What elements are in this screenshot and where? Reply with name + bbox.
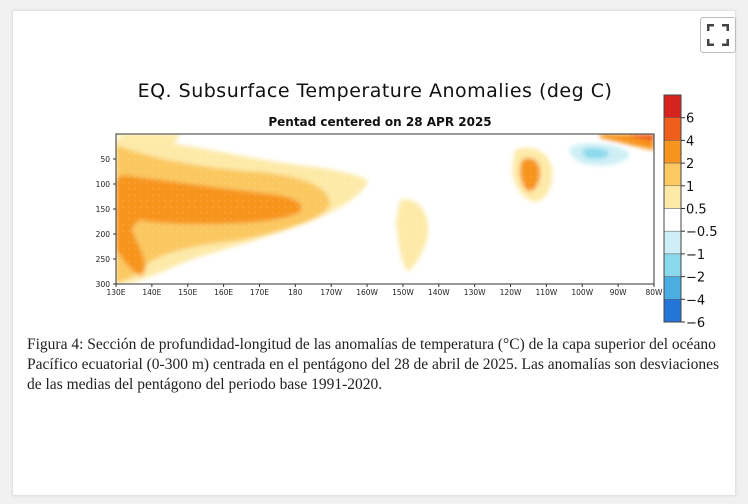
colorbar-swatch <box>663 208 682 232</box>
y-tick-label: 200 <box>96 230 111 239</box>
colorbar-label: 6 <box>686 112 694 127</box>
chart-subtitle: Pentad centered on 28 APR 2025 <box>268 115 492 129</box>
colorbar-label: 4 <box>686 134 694 149</box>
x-tick-label: 160W <box>356 288 378 297</box>
colorbar-swatch <box>663 276 682 300</box>
y-tick-label: 100 <box>96 180 111 189</box>
colorbar-label: −4 <box>686 293 705 308</box>
colorbar-swatch <box>663 162 682 187</box>
x-tick-label: 180 <box>288 288 303 297</box>
y-tick-label: 250 <box>96 255 111 264</box>
x-axis: 130E 140E 150E 160E 170E 180 170W 160W 150W 140W 1… <box>106 284 663 297</box>
x-tick-label: 140W <box>428 288 450 297</box>
colorbar: 6 4 2 1 0.5 −0.5 −1 −2 −4 −6 <box>663 94 718 330</box>
x-tick-label: 130W <box>464 288 486 297</box>
colorbar-swatch <box>663 230 682 255</box>
x-tick-label: 170E <box>250 288 269 297</box>
colorbar-label: 1 <box>686 180 694 195</box>
x-tick-label: 80W <box>646 288 664 297</box>
y-tick-label: 300 <box>96 280 111 289</box>
y-axis: 50 100 150 200 250 300 <box>96 155 116 289</box>
expand-button[interactable] <box>700 17 736 53</box>
colorbar-label: 0.5 <box>686 203 707 218</box>
y-tick-label: 50 <box>100 155 110 164</box>
x-tick-label: 100W <box>571 288 593 297</box>
x-tick-label: 110W <box>536 288 558 297</box>
colorbar-label: 2 <box>686 157 694 172</box>
colorbar-swatch <box>663 253 682 277</box>
heatmap-chart: 130E 140E 150E 160E 170E 180 170W 160W 150W 140W 1… <box>96 94 718 330</box>
x-tick-label: 170W <box>320 288 342 297</box>
x-tick-label: 120W <box>500 288 522 297</box>
colorbar-swatch <box>663 140 682 164</box>
colorbar-swatch <box>663 117 682 141</box>
colorbar-label: −1 <box>686 248 705 263</box>
colorbar-label: −0.5 <box>686 225 718 240</box>
figure-caption: Figura 4: Sección de profundidad-longitu… <box>27 336 720 393</box>
colorbar-label: −2 <box>686 271 705 286</box>
colorbar-swatch <box>663 185 682 209</box>
y-tick-label: 150 <box>96 205 111 214</box>
colorbar-swatch <box>663 299 682 323</box>
x-tick-label: 90W <box>610 288 628 297</box>
colorbar-label: −6 <box>686 316 705 330</box>
x-tick-label: 140E <box>142 288 161 297</box>
x-tick-label: 160E <box>214 288 233 297</box>
x-tick-label: 150E <box>178 288 197 297</box>
colorbar-swatch <box>663 94 682 118</box>
x-tick-label: 130E <box>106 288 125 297</box>
fullscreen-icon <box>707 24 729 46</box>
x-tick-label: 150W <box>392 288 414 297</box>
chart-title: EQ. Subsurface Temperature Anomalies (de… <box>137 80 613 102</box>
anomaly-contours <box>116 134 654 284</box>
